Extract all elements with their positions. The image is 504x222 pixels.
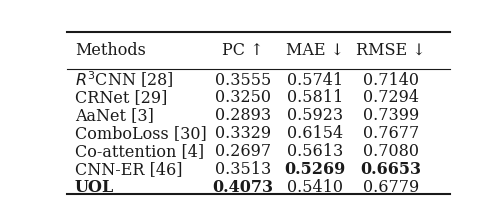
Text: 0.5741: 0.5741 xyxy=(287,71,343,89)
Text: 0.5410: 0.5410 xyxy=(287,178,343,196)
Text: Methods: Methods xyxy=(75,42,146,59)
Text: 0.6154: 0.6154 xyxy=(287,125,343,142)
Text: 0.3250: 0.3250 xyxy=(215,89,271,106)
Text: RMSE ↓: RMSE ↓ xyxy=(356,42,426,59)
Text: Co-attention [4]: Co-attention [4] xyxy=(75,143,204,160)
Text: 0.5269: 0.5269 xyxy=(284,161,346,178)
Text: 0.7677: 0.7677 xyxy=(363,125,419,142)
Text: 0.7080: 0.7080 xyxy=(363,143,419,160)
Text: 0.5613: 0.5613 xyxy=(287,143,343,160)
Text: 0.2893: 0.2893 xyxy=(215,107,271,124)
Text: PC ↑: PC ↑ xyxy=(222,42,264,59)
Text: CNN-ER [46]: CNN-ER [46] xyxy=(75,161,182,178)
Text: AaNet [3]: AaNet [3] xyxy=(75,107,154,124)
Text: 0.4073: 0.4073 xyxy=(212,178,273,196)
Text: 0.5923: 0.5923 xyxy=(287,107,343,124)
Text: 0.7140: 0.7140 xyxy=(363,71,419,89)
Text: 0.3513: 0.3513 xyxy=(215,161,271,178)
Text: 0.7294: 0.7294 xyxy=(363,89,419,106)
Text: CRNet [29]: CRNet [29] xyxy=(75,89,167,106)
Text: 0.3555: 0.3555 xyxy=(215,71,271,89)
Text: ComboLoss [30]: ComboLoss [30] xyxy=(75,125,207,142)
Text: 0.6779: 0.6779 xyxy=(363,178,419,196)
Text: MAE ↓: MAE ↓ xyxy=(286,42,344,59)
Text: $\mathit{R}^3$CNN [28]: $\mathit{R}^3$CNN [28] xyxy=(75,70,173,90)
Text: 0.6653: 0.6653 xyxy=(360,161,422,178)
Text: UOL: UOL xyxy=(75,178,114,196)
Text: 0.5811: 0.5811 xyxy=(287,89,343,106)
Text: 0.3329: 0.3329 xyxy=(215,125,271,142)
Text: 0.2697: 0.2697 xyxy=(215,143,271,160)
Text: 0.7399: 0.7399 xyxy=(363,107,419,124)
